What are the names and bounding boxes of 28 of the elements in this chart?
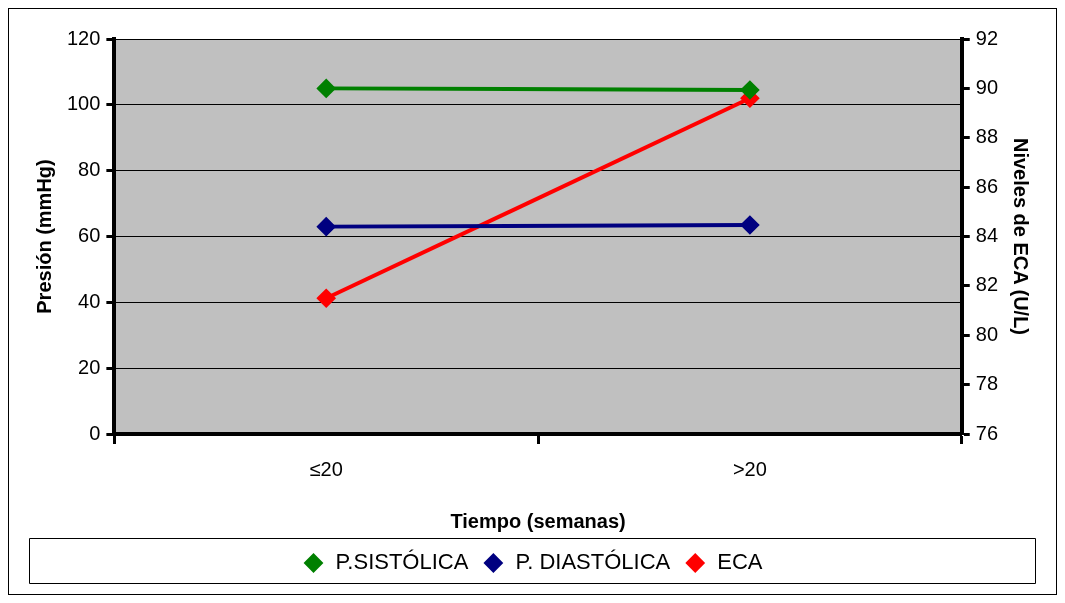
y-tick-label: 40 [78,289,101,312]
y2-tick-label: 76 [975,421,998,444]
y2-axis-title: Niveles de ECA (U/L) [1010,137,1033,336]
y2-tick-label: 82 [975,273,998,296]
y2-tick-label: 90 [975,75,998,98]
point [740,215,759,234]
y-tick-label: 100 [66,92,101,115]
y2-tick-label: 80 [975,322,998,345]
y-tick-label: 0 [89,421,101,444]
legend-label: P.SISTÓLICA [335,549,469,575]
point [740,81,759,100]
point [317,217,336,236]
y2-tick-label: 92 [975,26,998,49]
y2-tick-label: 88 [975,125,998,148]
y2-tick-label: 84 [975,224,998,247]
x-axis-title: Tiempo (semanas) [450,509,626,532]
y2-tick-label: 86 [975,174,998,197]
y-tick-label: 20 [78,355,101,378]
point [317,79,336,98]
y-tick-label: 60 [78,224,101,247]
x-tick-label: >20 [732,457,767,480]
y-tick-label: 80 [78,158,101,181]
x-tick-label: ≤20 [309,457,343,480]
y2-tick-label: 78 [975,372,998,395]
legend-label: ECA [717,549,763,575]
y-tick-label: 120 [66,26,101,49]
y-axis-title: Presión (mmHg) [32,159,55,314]
legend-label: P. DIASTÓLICA [515,549,671,575]
